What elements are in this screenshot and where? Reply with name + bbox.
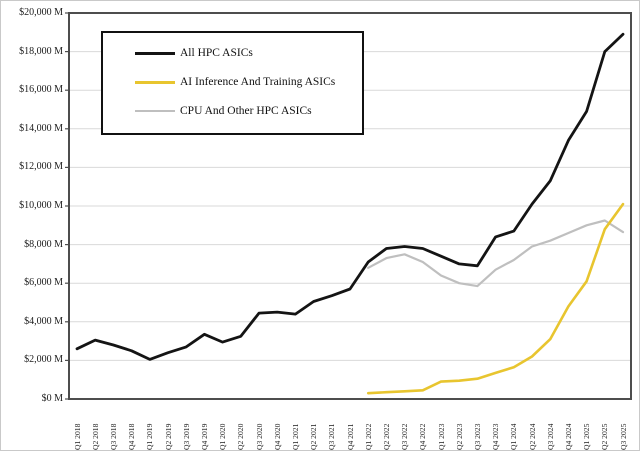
x-axis-label: Q1 2025 — [582, 423, 592, 450]
chart-legend: All HPC ASICs AI Inference And Training A… — [101, 31, 364, 135]
plot-border — [68, 12, 632, 400]
y-axis-label: $0 M — [41, 393, 63, 404]
y-axis-label: $4,000 M — [24, 315, 63, 327]
x-axis-label: Q2 2018 — [90, 423, 100, 450]
x-axis-label: Q1 2023 — [436, 423, 446, 450]
x-axis-label: Q1 2021 — [290, 423, 300, 450]
x-axis-label: Q4 2021 — [345, 423, 355, 450]
x-axis-label: Q1 2022 — [363, 423, 373, 450]
x-axis-label: Q4 2019 — [199, 423, 209, 450]
x-axis-label: Q1 2019 — [145, 423, 155, 450]
y-axis-label: $20,000 M — [19, 7, 63, 18]
legend-item: AI Inference And Training ASICs — [135, 76, 352, 88]
x-axis-label: Q2 2020 — [236, 423, 246, 450]
x-axis-label: Q1 2020 — [218, 423, 228, 450]
x-axis-label: Q1 2018 — [72, 423, 82, 450]
x-axis-label: Q2 2019 — [163, 423, 173, 450]
x-axis-label: Q2 2023 — [454, 423, 464, 450]
legend-item: CPU And Other HPC ASICs — [135, 105, 352, 117]
legend-label: All HPC ASICs — [180, 47, 253, 59]
x-axis-label: Q1 2024 — [509, 423, 519, 450]
y-axis-label: $8,000 M — [24, 238, 63, 250]
x-axis-label: Q3 2019 — [181, 423, 191, 450]
x-axis-label: Q2 2024 — [527, 423, 537, 450]
series-line-all-hpc-asics — [75, 32, 625, 361]
legend-line-swatch-icon — [135, 51, 175, 55]
x-axis-label: Q3 2025 — [618, 423, 628, 450]
legend-line-swatch-icon — [135, 110, 175, 112]
x-axis-label: Q2 2025 — [600, 423, 610, 450]
x-axis-label: Q4 2018 — [127, 423, 137, 450]
legend-item: All HPC ASICs — [135, 47, 352, 59]
y-axis-label: $10,000 M — [19, 200, 63, 211]
y-axis-label: $12,000 M — [19, 161, 63, 173]
y-axis-label: $14,000 M — [19, 122, 63, 134]
x-axis-label: Q3 2024 — [545, 423, 555, 450]
y-axis-label: $6,000 M — [24, 277, 63, 289]
y-axis-label: $2,000 M — [24, 354, 63, 366]
legend-label: AI Inference And Training ASICs — [180, 76, 336, 88]
series-line-ai-inference-and-training-asics — [366, 202, 625, 395]
x-axis-label: Q4 2024 — [563, 423, 573, 450]
x-axis-label: Q3 2022 — [400, 423, 410, 450]
x-axis-label: Q3 2021 — [327, 423, 337, 450]
x-axis-label: Q4 2022 — [418, 423, 428, 450]
x-axis-label: Q2 2022 — [381, 423, 391, 450]
legend-line-swatch-icon — [135, 80, 175, 84]
x-axis-label: Q3 2018 — [108, 423, 118, 450]
legend-label: CPU And Other HPC ASICs — [180, 105, 312, 117]
x-axis-label: Q2 2021 — [309, 423, 319, 450]
x-axis-label: Q3 2020 — [254, 423, 264, 450]
series-line-cpu-and-other-hpc-asics — [367, 219, 625, 288]
x-axis-label: Q4 2020 — [272, 423, 282, 450]
y-axis-label: $16,000 M — [19, 84, 63, 96]
y-axis-label: $18,000 M — [19, 45, 63, 57]
x-axis-label: Q3 2023 — [472, 423, 482, 450]
x-axis-label: Q4 2023 — [491, 423, 501, 450]
